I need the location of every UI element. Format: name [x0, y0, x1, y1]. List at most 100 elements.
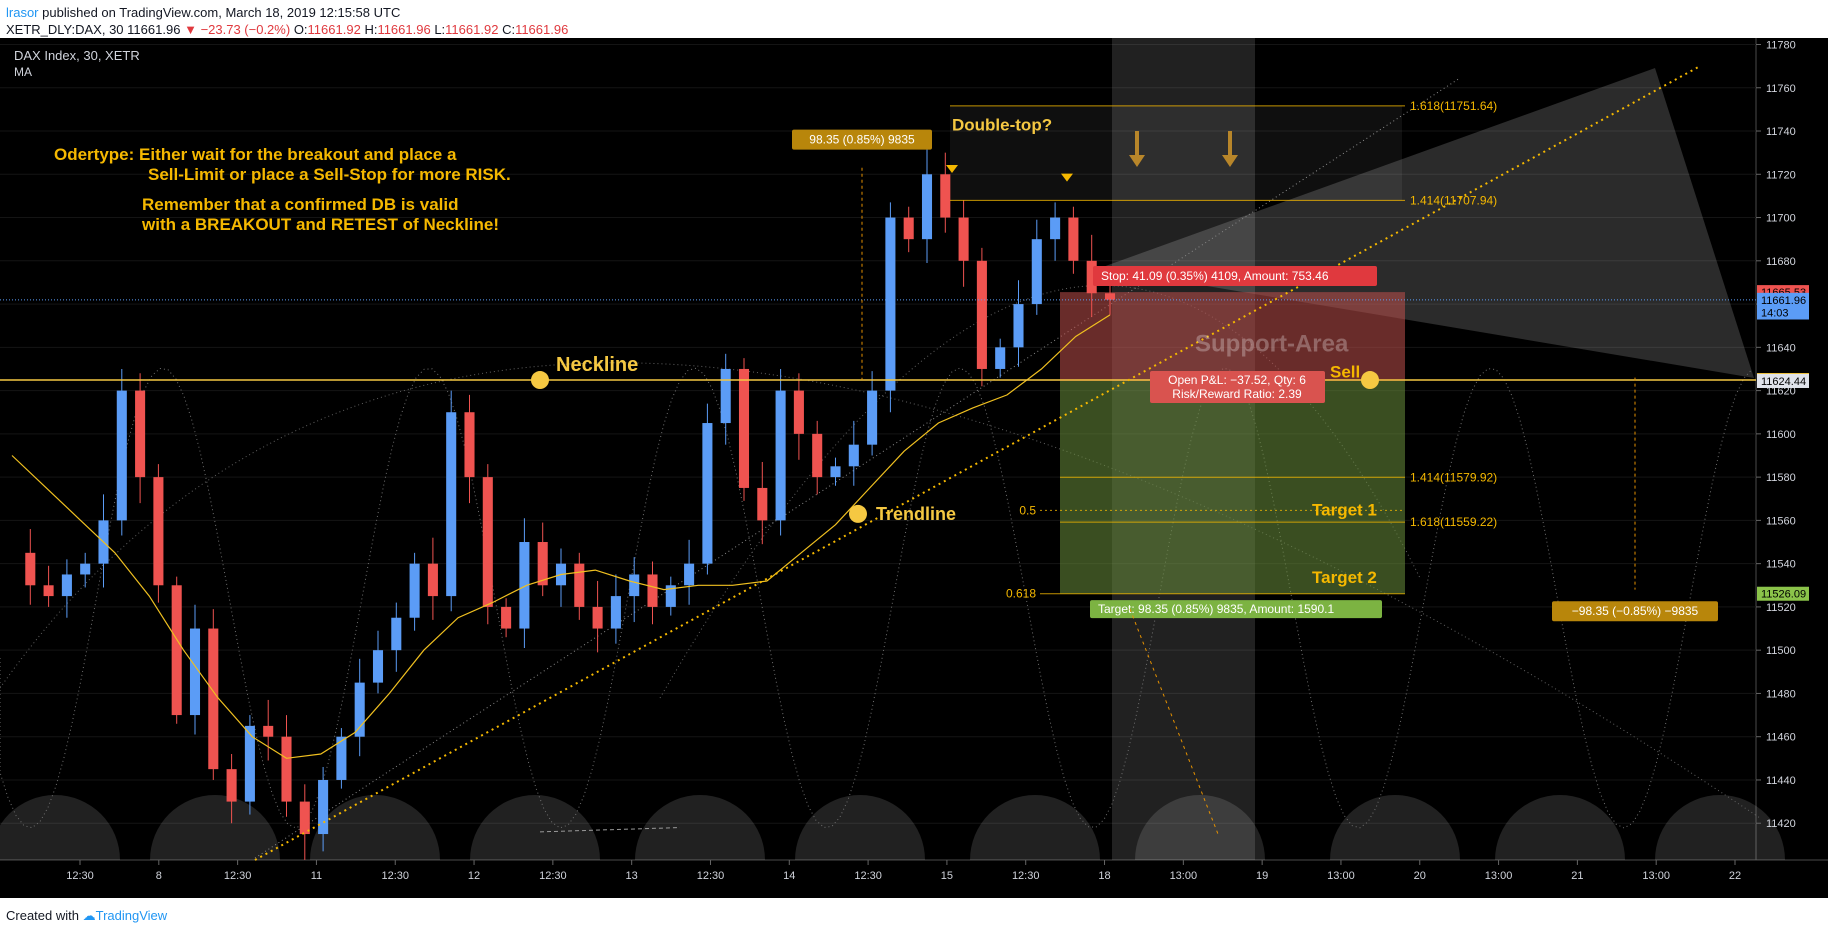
fib-level-label: 0.618	[1006, 587, 1036, 601]
candle-body	[1031, 239, 1042, 305]
pnl-label-box	[1150, 370, 1325, 403]
candle-body	[226, 769, 237, 802]
candle-body	[116, 390, 127, 521]
price-axis-tag-label: 14:03	[1761, 308, 1789, 320]
candle-body	[867, 390, 878, 445]
x-tick-label: 12:30	[381, 870, 409, 882]
x-tick-label: 12:30	[224, 870, 252, 882]
chart-area[interactable]: 11420 11440 11460 11480 11500 11520 11540 11560…	[0, 38, 1828, 898]
sell-label: Sell	[1330, 362, 1360, 381]
published-text: published on TradingView.com, March 18, …	[42, 5, 401, 20]
candle-body	[1086, 260, 1097, 294]
candle-body	[537, 542, 548, 586]
chart-svg[interactable]: 11420 11440 11460 11480 11500 11520 11540 11560…	[0, 38, 1828, 898]
sell-marker[interactable]	[1361, 371, 1379, 390]
candle-body	[354, 682, 365, 737]
x-tick-label: 12	[468, 870, 480, 882]
y-tick-label: 11600	[1766, 429, 1796, 441]
note-line-2: Sell-Limit or place a Sell-Stop for more…	[148, 165, 511, 184]
ohlc-low-label: L:	[434, 22, 446, 37]
ohlc-low-value: 11661.92	[445, 22, 499, 37]
ohlc-open-label: O:	[293, 22, 308, 37]
candle-body	[464, 412, 475, 478]
range-down-box	[1552, 601, 1718, 622]
fib-level-label: 1.414(11579.92)	[1410, 470, 1497, 484]
publish-line: lrasor published on TradingView.com, Mar…	[6, 5, 400, 20]
x-tick-label: 22	[1729, 870, 1741, 882]
chart-legend: DAX Index, 30, XETR MA	[14, 48, 140, 79]
candle-body	[482, 477, 493, 607]
price-axis: 11420 11440 11460 11480 11500 11520 11540 11560…	[1756, 39, 1809, 830]
neckline-marker[interactable]	[531, 371, 549, 390]
notes-group: Odertype: Either wait for the breakout a…	[54, 145, 511, 234]
price-axis-tag-label: 11624.44	[1761, 376, 1806, 388]
x-tick-label: 12:30	[66, 870, 94, 882]
dashed-measure-line	[539, 827, 681, 833]
candle-body	[976, 260, 987, 369]
target-label-box	[1090, 600, 1382, 619]
y-tick-label: 11520	[1766, 602, 1796, 614]
cycle-semicircle	[635, 795, 765, 860]
tradingview-link[interactable]: TradingView	[95, 908, 168, 923]
candle-body	[1068, 217, 1079, 261]
candle-body	[610, 596, 621, 629]
y-tick-label: 11500	[1766, 645, 1796, 657]
candle-body	[921, 174, 933, 240]
candle-body	[80, 563, 91, 575]
y-tick-label: 11460	[1766, 732, 1796, 744]
candle-body	[757, 487, 768, 521]
cycle-semicircle	[1135, 795, 1265, 860]
candle-body	[702, 423, 713, 564]
x-tick-label: 15	[941, 870, 953, 882]
y-tick-label: 11740	[1766, 126, 1796, 138]
symbol-label: XETR_DLY:DAX, 30	[6, 22, 124, 37]
candle-body	[574, 563, 585, 607]
y-tick-label: 11480	[1766, 688, 1796, 700]
range-down-label: −98.35 (−0.85%) −9835	[1572, 604, 1699, 618]
ohlc-close-value: 11661.96	[515, 22, 569, 37]
candle-body	[409, 563, 420, 618]
candle-body	[427, 563, 438, 597]
x-tick-label: 8	[156, 870, 162, 882]
cycle-semicircle	[1495, 795, 1625, 860]
legend-indicator: MA	[14, 65, 32, 79]
cycle-curve	[0, 367, 1753, 829]
cycle-semicircle	[795, 795, 925, 860]
y-tick-label: 11680	[1766, 256, 1796, 268]
candle-body	[501, 606, 512, 629]
candle-body	[1104, 293, 1116, 300]
fib-extension-box	[950, 105, 1402, 201]
created-with-label: Created with	[6, 908, 79, 923]
cycle-semicircle	[1655, 795, 1785, 860]
candle-body	[684, 563, 695, 586]
x-tick-label: 12:30	[539, 870, 567, 882]
ohlc-close-label: C:	[502, 22, 516, 37]
candle-body	[189, 628, 201, 716]
stop-label-box	[1093, 265, 1377, 286]
candle-body	[629, 574, 640, 597]
cycle-semicircle	[150, 795, 280, 860]
candle-body	[793, 390, 804, 434]
candle-body	[318, 779, 329, 835]
target-label: Target: 98.35 (0.85%) 9835, Amount: 1590…	[1098, 602, 1334, 616]
candle-body	[281, 736, 292, 802]
candle-body	[995, 347, 1006, 369]
note-line-3: Remember that a confirmed DB is valid	[142, 195, 458, 214]
risk-reward-label: Risk/Reward Ratio: 2.39	[1172, 387, 1302, 401]
x-tick-label: 11	[311, 870, 322, 882]
price-change: −23.73 (−0.2%)	[200, 22, 291, 37]
fib-level-label: 1.618(11559.22)	[1410, 515, 1497, 529]
x-tick-label: 13	[626, 870, 638, 882]
candle-body	[940, 174, 951, 218]
trendline-label: Trendline	[876, 504, 956, 524]
author-link[interactable]: lrasor	[6, 5, 39, 20]
candle-body	[592, 606, 603, 629]
time-axis: 12:30 8 12:30 11 12:30 12 12:30 13 12:30 14 12:30 1…	[66, 860, 1741, 882]
down-arrow-icon	[1129, 131, 1145, 168]
trendline-marker[interactable]	[849, 504, 867, 523]
x-tick-label: 13:00	[1485, 870, 1513, 882]
x-tick-label: 21	[1571, 870, 1583, 882]
lines-layer	[0, 65, 1756, 861]
candle-body	[720, 368, 731, 424]
candle-body	[775, 390, 786, 521]
